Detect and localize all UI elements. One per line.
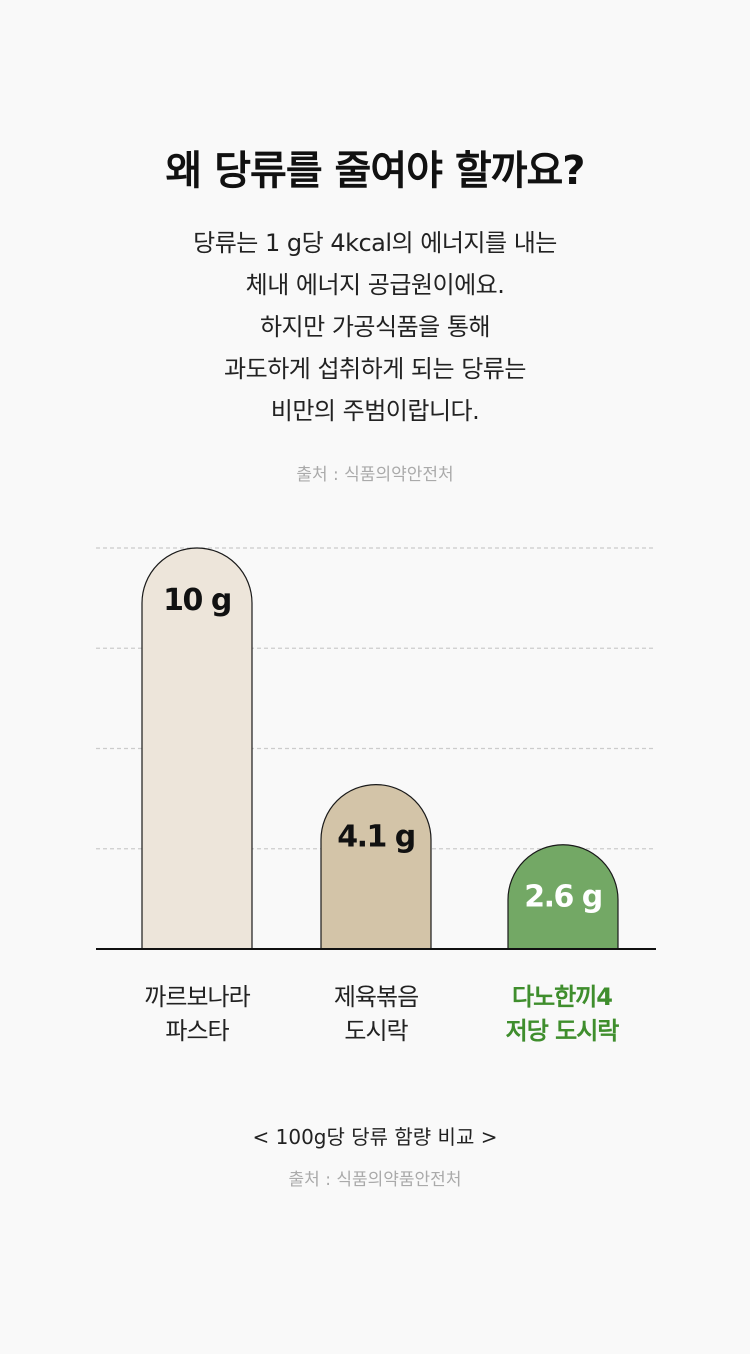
description-line: 당류는 1 g당 4kcal의 에너지를 내는: [193, 229, 557, 257]
description-line: 하지만 가공식품을 통해: [259, 313, 491, 341]
description: 당류는 1 g당 4kcal의 에너지를 내는 체내 에너지 공급원이에요. 하…: [0, 222, 750, 432]
source-note-top: 출처 : 식품의약안전처: [296, 465, 454, 485]
source-note-bottom: 출처 : 식품의약품안전처: [288, 1170, 462, 1190]
description-line: 비만의 주범이랍니다.: [270, 397, 480, 425]
description-line: 체내 에너지 공급원이에요.: [245, 271, 505, 299]
value-label-3: 2.6 g: [524, 880, 602, 915]
value-label-1: 10 g: [163, 583, 231, 618]
value-label-2: 4.1 g: [337, 820, 415, 855]
category-label-line: 까르보나라: [144, 983, 250, 1011]
category-label-3: 다노한끼4 저당 도시락: [462, 980, 662, 1048]
description-line: 과도하게 섭취하게 되는 당류는: [224, 355, 526, 383]
chart-caption: < 100g당 당류 함량 비교 >: [252, 1125, 498, 1149]
category-label-line: 도시락: [344, 1017, 408, 1045]
category-label-2: 제육볶음 도시락: [276, 980, 476, 1048]
bar-2: [320, 783, 432, 950]
sugar-bar-chart: 10 g 4.1 g 2.6 g: [96, 547, 656, 950]
bar-3: [507, 844, 619, 950]
category-label-line: 파스타: [165, 1017, 229, 1045]
category-label-line: 다노한끼4: [511, 983, 613, 1011]
category-label-line: 저당 도시락: [505, 1017, 620, 1045]
bar-1: [141, 547, 253, 950]
category-label-line: 제육볶음: [333, 983, 419, 1011]
category-label-1: 까르보나라 파스타: [97, 980, 297, 1048]
page-title: 왜 당류를 줄여야 할까요?: [165, 148, 586, 194]
